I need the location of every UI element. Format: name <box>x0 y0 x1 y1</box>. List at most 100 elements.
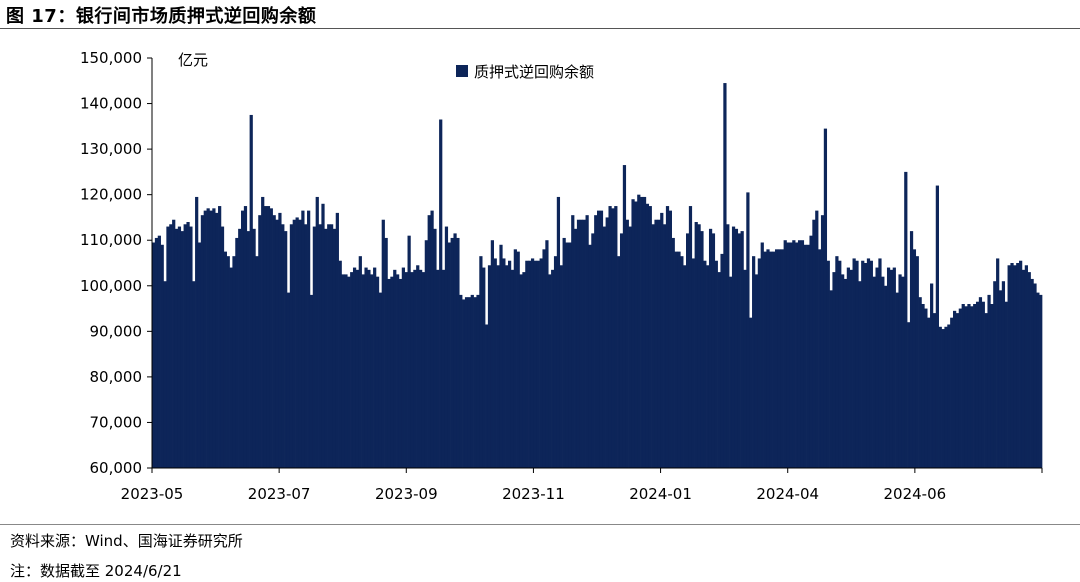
bar <box>1027 272 1031 468</box>
bar <box>941 329 945 468</box>
bar <box>648 206 652 468</box>
bar <box>591 233 595 468</box>
bar <box>192 281 196 468</box>
bar <box>496 265 500 468</box>
bar <box>978 297 983 468</box>
bar <box>869 260 873 468</box>
bar <box>436 269 440 468</box>
bar <box>881 276 885 468</box>
bar <box>157 235 161 468</box>
bar <box>1030 278 1034 468</box>
bar <box>1004 301 1008 468</box>
bar <box>235 237 239 468</box>
bar <box>668 210 672 469</box>
bar <box>387 278 391 468</box>
bar <box>665 206 670 468</box>
bar <box>1010 263 1014 468</box>
bar <box>565 242 569 468</box>
bar <box>542 249 546 468</box>
bar <box>424 240 428 468</box>
y-axis-unit-label: 亿元 <box>178 51 208 69</box>
bar <box>932 313 937 468</box>
bar <box>714 260 718 468</box>
bar <box>683 265 687 468</box>
bar <box>536 260 540 468</box>
bar <box>355 269 360 468</box>
bar <box>912 249 917 468</box>
bar <box>993 281 997 468</box>
bar <box>726 224 730 468</box>
bar <box>195 196 199 468</box>
bar <box>723 83 727 468</box>
bar <box>634 201 638 468</box>
bar <box>404 272 408 468</box>
bar <box>393 269 397 468</box>
bar <box>338 260 342 468</box>
bar <box>278 212 282 468</box>
bar <box>605 217 609 468</box>
bar <box>444 226 449 468</box>
bar <box>674 251 678 468</box>
bar <box>212 208 216 468</box>
bar <box>835 256 839 468</box>
bar <box>953 310 957 468</box>
y-tick-label: 80,000 <box>90 368 143 386</box>
bar <box>734 228 739 468</box>
bar <box>200 215 205 468</box>
bar <box>530 258 535 468</box>
bar <box>263 206 268 468</box>
bar <box>763 251 767 468</box>
bar <box>958 308 962 468</box>
bar <box>545 240 549 468</box>
bar <box>361 274 365 468</box>
bar <box>154 237 159 468</box>
bar <box>1016 263 1020 468</box>
x-tick-label: 2024-06 <box>884 485 947 503</box>
bar <box>746 192 750 468</box>
y-tick-label: 60,000 <box>90 459 143 477</box>
x-tick-label: 2023-11 <box>502 485 565 503</box>
bar <box>628 226 632 468</box>
bar <box>275 219 279 468</box>
bar <box>220 226 225 468</box>
bar <box>243 206 248 468</box>
bar <box>944 326 948 468</box>
bar <box>855 260 859 468</box>
y-tick-label: 140,000 <box>80 95 142 113</box>
bar <box>447 242 451 468</box>
date-note: 注：数据截至 2024/6/21 <box>10 562 182 580</box>
bar <box>760 242 764 468</box>
bar <box>341 274 345 468</box>
bar <box>895 292 899 468</box>
bar <box>226 256 230 468</box>
bar <box>777 249 782 468</box>
bar <box>740 231 744 468</box>
bar <box>861 260 865 468</box>
bar <box>708 228 713 468</box>
bar <box>886 267 891 468</box>
bar <box>358 256 362 468</box>
bar <box>430 210 434 469</box>
bars-group <box>152 83 1043 469</box>
bar <box>866 258 871 468</box>
bar <box>309 294 314 468</box>
bar <box>304 224 308 468</box>
bar <box>637 194 641 469</box>
bar <box>797 240 802 468</box>
bar <box>238 228 242 468</box>
bar <box>467 297 472 468</box>
bar <box>642 196 647 468</box>
bar <box>266 206 271 468</box>
bar <box>720 253 724 468</box>
bar <box>292 219 296 468</box>
bar <box>703 260 707 468</box>
bar <box>350 272 354 468</box>
bar <box>645 203 650 468</box>
bar <box>301 210 305 469</box>
bar <box>470 294 474 468</box>
bar <box>493 258 497 468</box>
bar <box>898 274 902 468</box>
bar <box>229 267 233 468</box>
bar <box>981 301 985 468</box>
bar <box>640 196 644 468</box>
